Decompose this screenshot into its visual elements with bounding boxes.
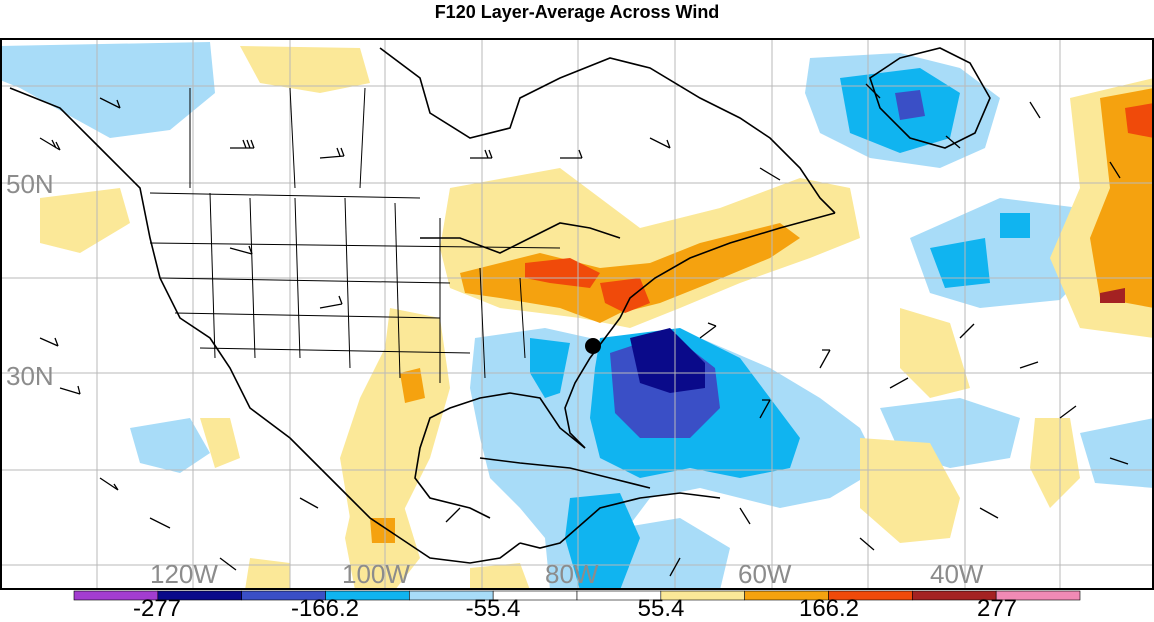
state-borders [149, 87, 561, 383]
colorbar-swatch [995, 590, 1081, 601]
storm-center-marker [585, 338, 601, 354]
positive-shading-strong [525, 103, 1154, 313]
coastlines [9, 47, 991, 564]
colorbar-label-pos-55: 55.4 [637, 595, 685, 622]
colorbar-label-neg-166: -166.2 [290, 595, 360, 622]
colorbar-label-pos-277: 277 [976, 595, 1018, 622]
colorbar [73, 590, 1081, 601]
lon-label-120w: 120W [150, 559, 218, 589]
lon-label-100w: 100W [342, 559, 410, 589]
lon-label-60w: 60W [738, 559, 792, 589]
map-title: F120 Layer-Average Across Wind [434, 2, 720, 22]
weather-map: 50N 30N 120W 100W 80W 60W 40W [0, 38, 1154, 590]
wind-barbs [39, 83, 1129, 577]
negative-shading-strong [610, 90, 925, 438]
lat-label-30n: 30N [6, 361, 54, 391]
colorbar-label-neg-277: -277 [132, 595, 182, 622]
colorbar-label-neg-55: -55.4 [465, 595, 521, 622]
lat-label-50n: 50N [6, 169, 54, 199]
colorbar-label-pos-166: 166.2 [798, 595, 860, 622]
lon-label-80w: 80W [545, 559, 599, 589]
lon-label-40w: 40W [930, 559, 984, 589]
graticule-lines [0, 38, 1154, 590]
